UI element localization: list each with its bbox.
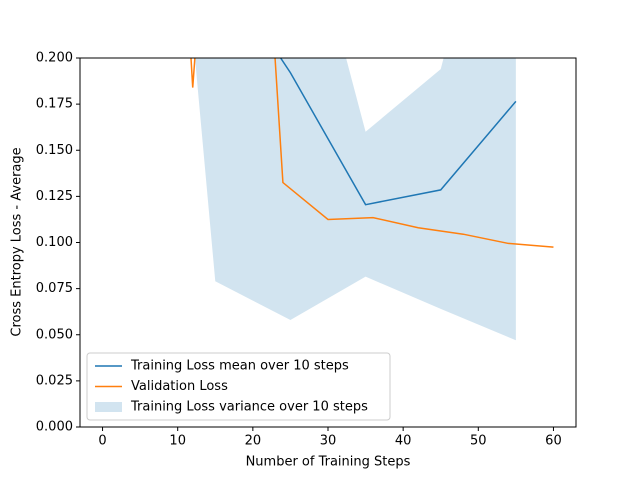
y-tick-label: 0.000 bbox=[36, 420, 73, 435]
legend-label: Training Loss mean over 10 steps bbox=[130, 359, 349, 374]
x-tick-label: 30 bbox=[320, 434, 337, 449]
x-tick-label: 0 bbox=[98, 434, 106, 449]
y-tick-label: 0.150 bbox=[36, 143, 73, 158]
series-line bbox=[279, 58, 517, 206]
series-line bbox=[190, 58, 554, 248]
x-axis-label: Number of Training Steps bbox=[246, 455, 411, 470]
y-tick-label: 0.025 bbox=[36, 373, 73, 388]
legend-label: Validation Loss bbox=[131, 379, 228, 394]
y-tick-label: 0.050 bbox=[36, 327, 73, 342]
y-tick-label: 0.075 bbox=[36, 281, 73, 296]
legend-label: Training Loss variance over 10 steps bbox=[130, 400, 368, 415]
y-tick-label: 0.175 bbox=[36, 97, 73, 112]
variance-band bbox=[194, 58, 516, 341]
y-tick-label: 0.100 bbox=[36, 235, 73, 250]
x-tick-label: 50 bbox=[470, 434, 487, 449]
legend-box bbox=[86, 352, 391, 421]
y-axis-label: Cross Entropy Loss - Average bbox=[10, 147, 25, 336]
plot-area bbox=[190, 58, 554, 341]
x-tick-label: 10 bbox=[169, 434, 186, 449]
x-tick-label: 40 bbox=[395, 434, 412, 449]
y-tick-label: 0.200 bbox=[36, 51, 73, 66]
x-tick-label: 60 bbox=[545, 434, 562, 449]
legend-swatch bbox=[95, 402, 122, 412]
y-tick-label: 0.125 bbox=[36, 189, 73, 204]
x-tick-label: 20 bbox=[245, 434, 262, 449]
